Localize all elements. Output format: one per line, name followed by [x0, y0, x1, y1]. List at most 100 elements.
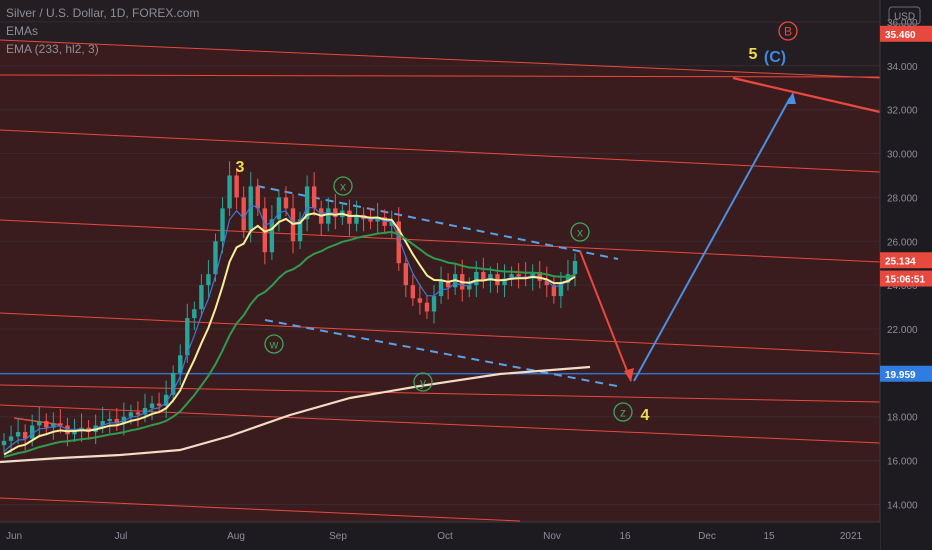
candle-body: [22, 432, 28, 439]
candle-body: [481, 271, 486, 281]
wave-label-circle: [570, 222, 590, 242]
candle-body: [417, 298, 423, 303]
candle-body: [128, 412, 134, 417]
candle-body: [375, 217, 380, 222]
candle-body: [410, 285, 416, 299]
candle-body: [544, 280, 550, 286]
candle-body: [438, 280, 444, 297]
arrowhead-up: [786, 92, 796, 104]
candle-body: [114, 418, 119, 424]
trend-line: [0, 39, 881, 79]
candle-body: [107, 418, 112, 422]
currency-badge: [888, 6, 921, 25]
wave-label: x: [577, 226, 583, 240]
candle-body: [58, 423, 63, 426]
time-tick-label: 15: [763, 531, 775, 542]
candle-body: [170, 372, 176, 395]
time-tick-label: Sep: [329, 531, 347, 542]
candle-body: [213, 241, 218, 275]
candle-body: [262, 208, 268, 253]
chart-title: Silver / U.S. Dollar, 1D, FOREX.com: [6, 6, 200, 20]
candle-body: [199, 285, 204, 310]
candle-body: [297, 219, 303, 242]
candle-body: [241, 197, 246, 231]
candle-body: [72, 429, 77, 435]
time-tick-label: Aug: [227, 531, 245, 542]
price-tick-label: 18.000: [887, 413, 918, 424]
candle-body: [255, 186, 260, 209]
wave-label: w: [269, 338, 279, 352]
candle-body: [51, 423, 56, 428]
price-label: 35.460: [885, 30, 916, 41]
candle-body: [368, 219, 373, 222]
wave-label-circle: [333, 176, 353, 196]
price-tick-label: 22.000: [887, 325, 918, 336]
candle-body: [1, 440, 7, 446]
candle-body: [8, 436, 14, 441]
candle-body: [403, 263, 409, 286]
candle-body: [276, 197, 282, 220]
price-tick-label: 30.000: [887, 150, 918, 161]
price-tick-label: 34.000: [887, 62, 918, 73]
price-label: 25.134: [885, 256, 916, 267]
time-tick-label: 2021: [840, 531, 863, 542]
trend-line: [0, 312, 881, 355]
price-label-box: [880, 252, 932, 269]
candle-body: [142, 407, 148, 415]
trend-line: [0, 497, 521, 522]
price-tick-label: 26.000: [887, 237, 918, 248]
candle-body: [15, 432, 21, 437]
price-tick-label: 36.000: [887, 18, 918, 29]
candle-body: [37, 421, 42, 426]
wave-label-circle: [613, 402, 633, 422]
candle-body: [220, 208, 225, 242]
ema-yellow-line: [3, 212, 576, 456]
resistance-line: [732, 76, 881, 114]
dashed-lower: [264, 319, 623, 388]
wave-label: x: [340, 180, 346, 194]
trend-line: [0, 129, 881, 173]
candle-body: [424, 302, 430, 312]
candle-body: [354, 214, 359, 224]
time-tick-label: 16: [619, 531, 631, 542]
candle-body: [389, 221, 394, 226]
candle-body: [269, 219, 275, 253]
candle-body: [304, 186, 310, 220]
wave-label-circle: [778, 21, 798, 41]
candle-body: [248, 186, 253, 231]
candle-body: [516, 274, 521, 277]
candle-body: [558, 282, 564, 297]
price-label: 19.959: [885, 370, 916, 381]
wave-label: z: [620, 406, 626, 420]
candle-body: [227, 175, 232, 209]
indicator-emas: EMAs: [6, 24, 39, 38]
price-tick-label: 32.000: [887, 106, 918, 117]
projection-up-arrow: [633, 97, 791, 382]
wave-label: 5: [749, 46, 758, 63]
price-label-box: [880, 25, 932, 42]
wave-label: (C): [764, 49, 786, 66]
currency-label: USD: [894, 12, 915, 23]
candle-body: [29, 425, 35, 439]
candle-body: [192, 309, 197, 319]
candle-body: [551, 285, 557, 297]
price-tick-label: 24.000: [887, 281, 918, 292]
wave-label-circle: [264, 334, 284, 354]
wave-label: 4: [641, 407, 650, 424]
candle-body: [565, 274, 571, 283]
time-tick-label: Dec: [698, 531, 716, 542]
price-tick-label: 16.000: [887, 457, 918, 468]
candle-body: [445, 280, 451, 288]
price-label: 15:06:51: [885, 275, 925, 286]
time-tick-label: Nov: [543, 531, 561, 542]
trend-line: [0, 384, 881, 403]
candle-body: [185, 318, 190, 356]
time-tick-label: Jun: [6, 531, 22, 542]
candle-body: [149, 403, 155, 408]
time-tick-label: Oct: [437, 531, 453, 542]
candle-body: [311, 186, 317, 209]
candle-body: [326, 208, 331, 224]
time-tick-label: Jul: [115, 531, 128, 542]
